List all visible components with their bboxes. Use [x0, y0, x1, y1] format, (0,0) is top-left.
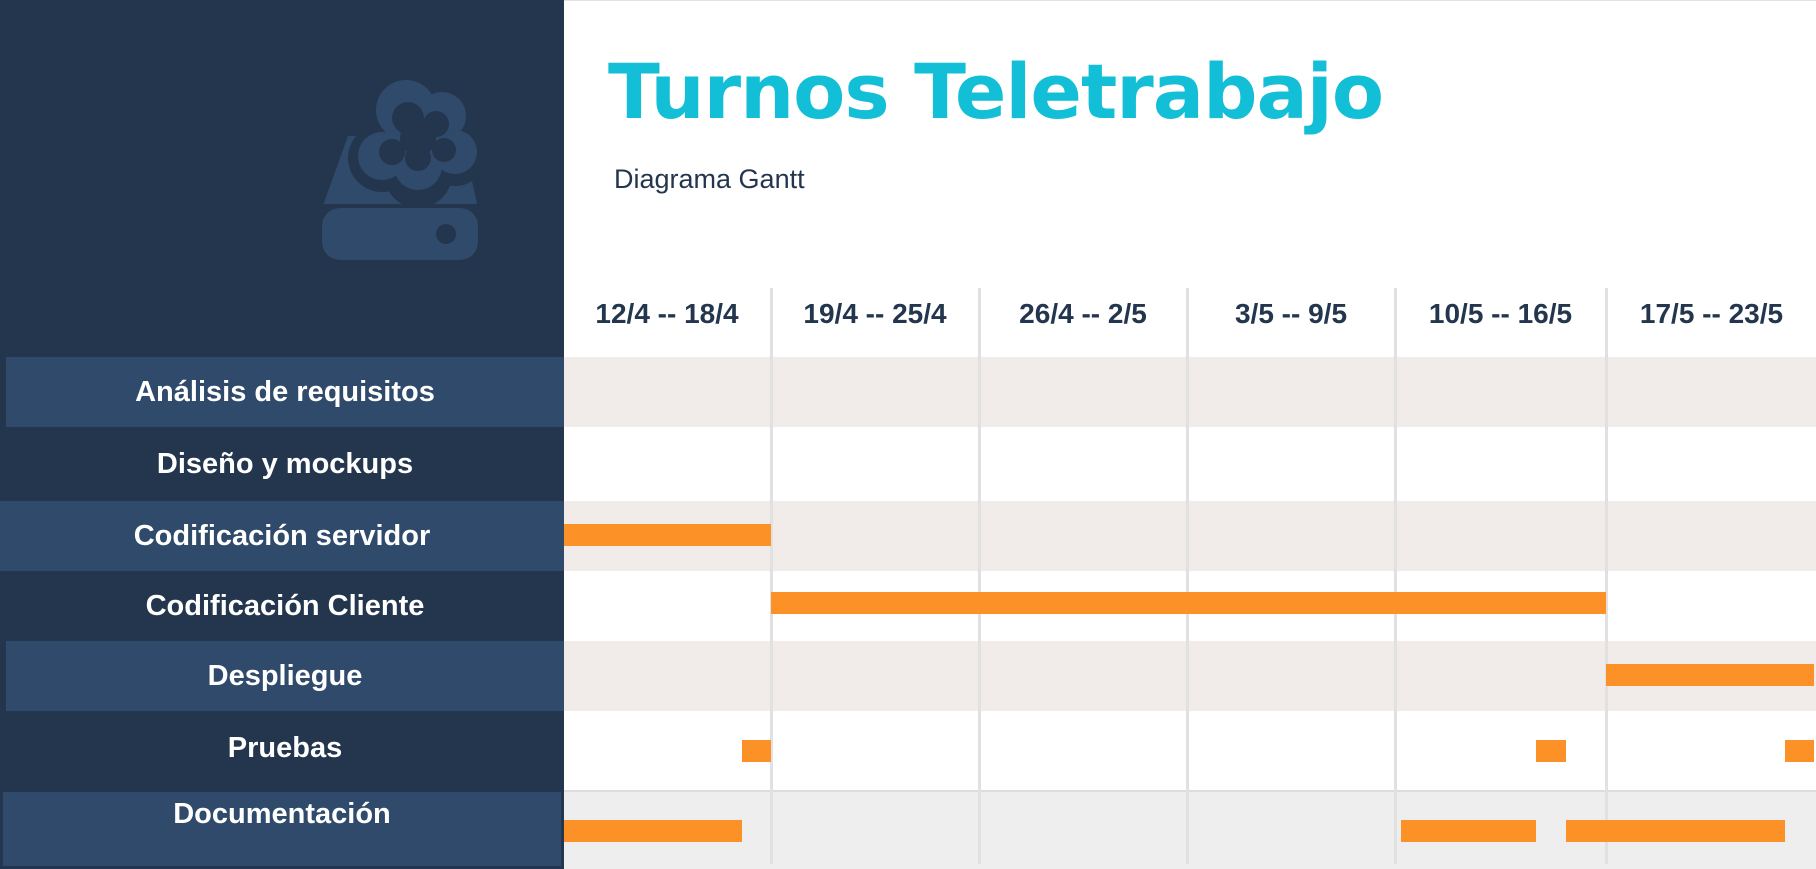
week-header: 3/5 -- 9/5 [1234, 298, 1348, 329]
sidebar [0, 0, 564, 869]
week-header: 26/4 -- 2/5 [1019, 298, 1147, 329]
week-divider [1186, 288, 1189, 864]
row-background [564, 357, 1816, 427]
week-divider [1605, 288, 1608, 864]
week-divider [1394, 288, 1397, 864]
gantt-bar [1565, 820, 1785, 842]
week-header: 10/5 -- 16/5 [1428, 298, 1573, 329]
gantt-bar [564, 820, 743, 842]
gantt-bar [564, 524, 771, 546]
gantt-bar [1536, 740, 1566, 762]
gantt-bar [1606, 664, 1814, 686]
week-divider [978, 288, 981, 864]
page-subtitle: Diagrama Gantt [614, 164, 805, 194]
task-label: Diseño y mockups [156, 447, 414, 480]
week-header: 12/4 -- 18/4 [595, 298, 739, 329]
task-label: Codificación servidor [0, 501, 564, 571]
week-header: 17/5 -- 23/5 [1639, 298, 1784, 329]
cloud-drive-icon [322, 70, 487, 260]
task-label: Pruebas [227, 731, 343, 764]
gantt-bar [1401, 820, 1537, 842]
gantt-bar [742, 740, 771, 762]
task-label: Documentación [3, 792, 561, 866]
week-header: 19/4 -- 25/4 [803, 298, 947, 329]
gantt-bar [1784, 740, 1814, 762]
task-label: Codificación Cliente [145, 589, 425, 622]
gantt-bar [771, 592, 1606, 614]
task-label: Despliegue [6, 641, 564, 711]
task-label: Análisis de requisitos [6, 357, 564, 427]
week-divider [770, 288, 773, 864]
page-title: Turnos Teletrabajo [608, 47, 1384, 136]
